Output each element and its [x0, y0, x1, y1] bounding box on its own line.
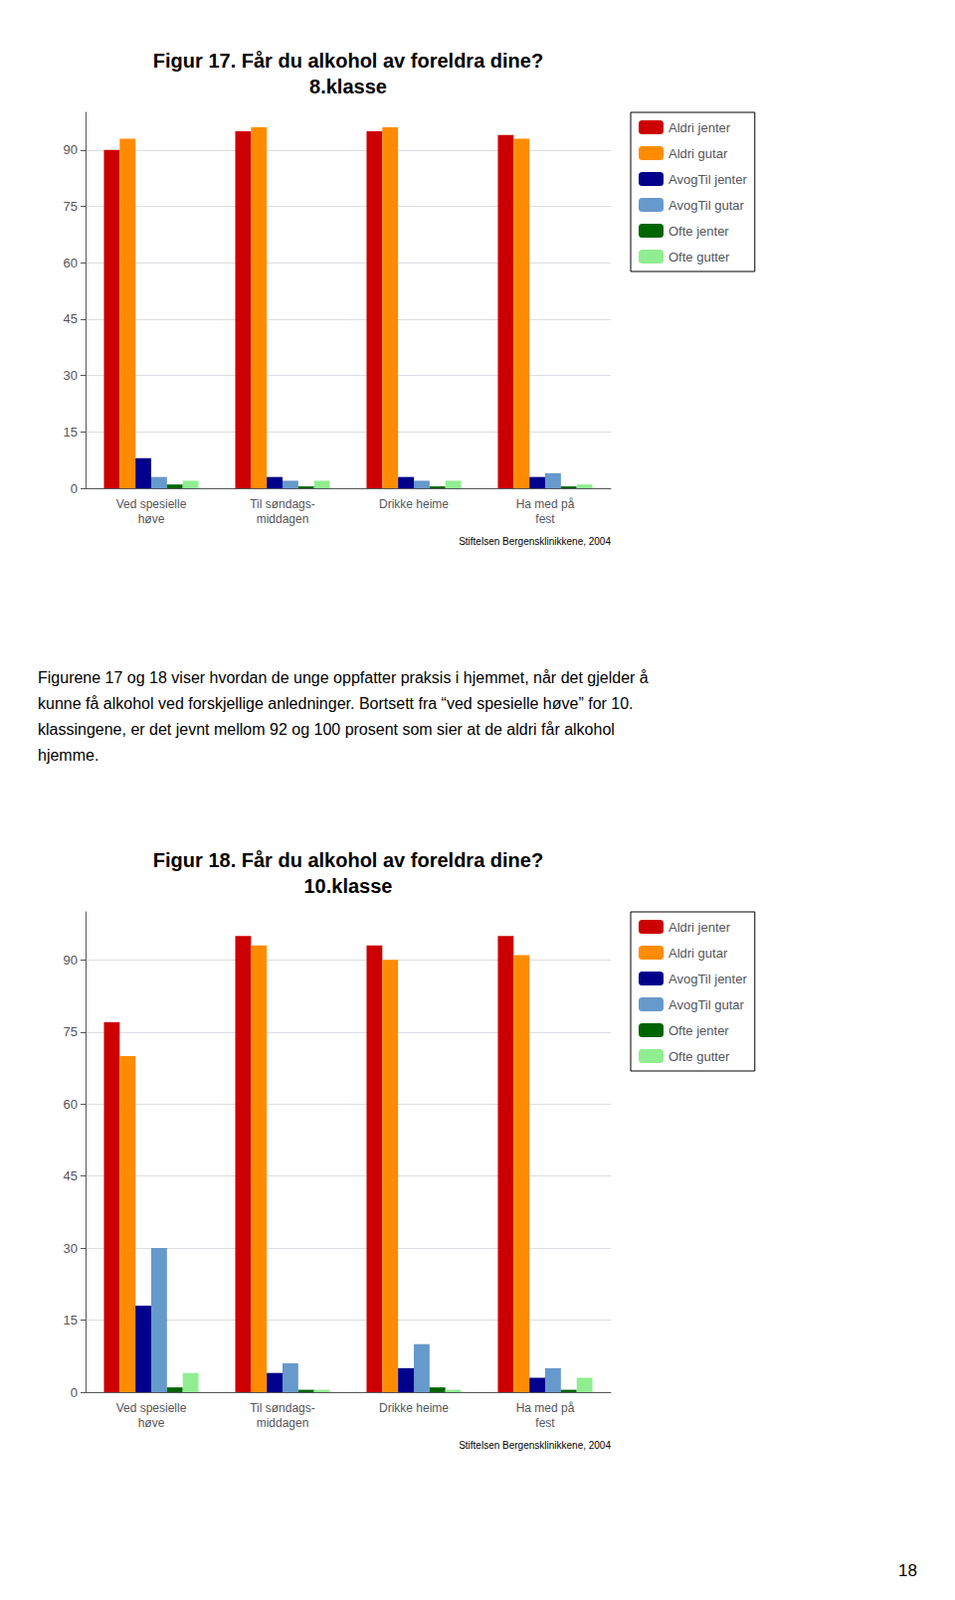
svg-text:AvogTil jenter: AvogTil jenter: [668, 971, 748, 987]
svg-text:middagen: middagen: [256, 1416, 310, 1431]
svg-text:Til søndags-: Til søndags-: [249, 1401, 316, 1416]
svg-text:45: 45: [63, 311, 78, 327]
svg-text:90: 90: [63, 142, 78, 158]
svg-text:fest: fest: [535, 512, 556, 527]
svg-text:Aldri gutar: Aldri gutar: [668, 146, 729, 162]
svg-text:8.klasse: 8.klasse: [309, 75, 387, 98]
svg-text:10.klasse: 10.klasse: [304, 875, 393, 898]
svg-text:60: 60: [63, 1097, 78, 1113]
svg-text:45: 45: [63, 1168, 78, 1184]
svg-text:kunne få alkohol ved forskjell: kunne få alkohol ved forskjellige anledn…: [37, 695, 634, 713]
svg-text:Ofte gutter: Ofte gutter: [668, 1049, 731, 1065]
svg-text:Stiftelsen Bergensklinikkene,: Stiftelsen Bergensklinikkene, 2004: [458, 1440, 611, 1452]
svg-text:15: 15: [63, 424, 78, 440]
svg-text:høve: høve: [138, 512, 166, 527]
svg-text:AvogTil jenter: AvogTil jenter: [668, 172, 748, 188]
svg-text:Figur 17. Får du alkohol av fo: Figur 17. Får du alkohol av foreldra din…: [153, 49, 544, 72]
svg-text:Drikke heime: Drikke heime: [379, 1401, 449, 1416]
svg-text:høve: høve: [138, 1416, 166, 1431]
svg-text:Drikke heime: Drikke heime: [379, 497, 449, 512]
svg-text:Ofte gutter: Ofte gutter: [668, 249, 731, 265]
svg-text:AvogTil gutar: AvogTil gutar: [668, 997, 746, 1013]
svg-text:30: 30: [63, 368, 78, 383]
svg-text:75: 75: [63, 198, 78, 214]
svg-text:75: 75: [63, 1024, 78, 1040]
svg-text:Stiftelsen Bergensklinikkene,: Stiftelsen Bergensklinikkene, 2004: [458, 536, 611, 548]
svg-text:Ha med på: Ha med på: [516, 1401, 575, 1416]
svg-text:Figurene 17 og 18 viser hvorda: Figurene 17 og 18 viser hvordan de unge …: [37, 669, 649, 687]
svg-text:Ofte jenter: Ofte jenter: [668, 223, 730, 239]
svg-text:90: 90: [63, 953, 78, 968]
svg-text:18: 18: [898, 1561, 918, 1581]
svg-text:middagen: middagen: [256, 512, 310, 527]
svg-text:60: 60: [63, 255, 78, 271]
svg-text:Figur 18. Får du alkohol av fo: Figur 18. Får du alkohol av foreldra din…: [153, 849, 544, 872]
svg-text:Til søndags-: Til søndags-: [249, 497, 316, 512]
svg-text:Ved spesielle: Ved spesielle: [116, 497, 188, 512]
svg-text:30: 30: [63, 1241, 78, 1257]
svg-text:0: 0: [70, 1385, 78, 1401]
svg-text:hjemme.: hjemme.: [37, 747, 99, 764]
svg-text:Ha med på: Ha med på: [516, 497, 575, 512]
svg-text:0: 0: [70, 481, 78, 497]
svg-text:AvogTil gutar: AvogTil gutar: [668, 197, 746, 213]
svg-text:Ved spesielle: Ved spesielle: [116, 1401, 188, 1416]
svg-text:Aldri jenter: Aldri jenter: [668, 120, 732, 136]
svg-text:fest: fest: [535, 1416, 556, 1431]
svg-text:klassingene, er det jevnt mell: klassingene, er det jevnt mellom 92 og 1…: [37, 721, 615, 739]
svg-text:Ofte jenter: Ofte jenter: [668, 1023, 730, 1039]
svg-text:Aldri jenter: Aldri jenter: [668, 920, 732, 936]
svg-text:Aldri gutar: Aldri gutar: [668, 946, 729, 961]
svg-text:15: 15: [63, 1313, 78, 1329]
